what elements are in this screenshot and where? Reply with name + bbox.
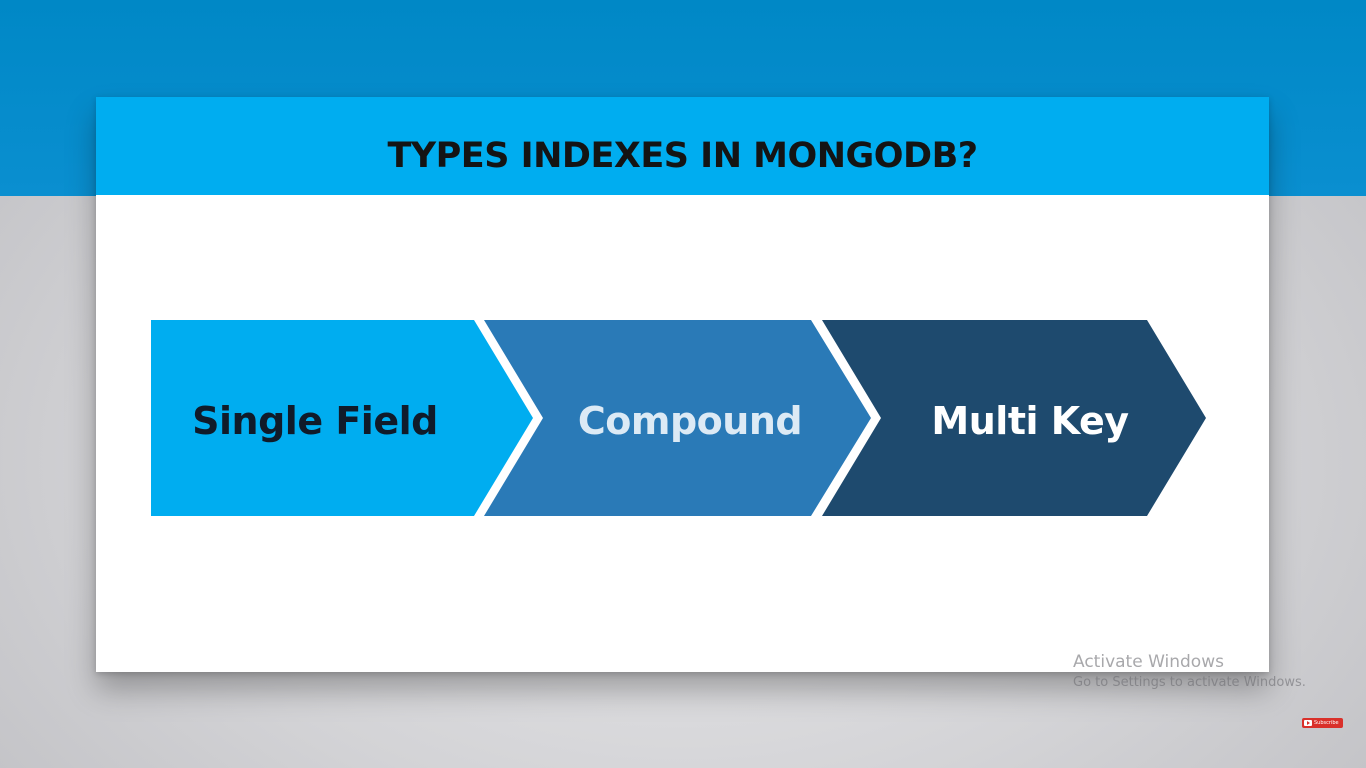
subscribe-button[interactable]: Subscribe: [1302, 718, 1343, 728]
activate-windows-title: Activate Windows: [1073, 652, 1224, 672]
step-label-single-field: Single Field: [192, 399, 438, 443]
activate-windows-subtitle: Go to Settings to activate Windows.: [1073, 675, 1305, 690]
presentation-slide: TYPES INDEXES IN MONGODB?: [96, 97, 1269, 672]
subscribe-label: Subscribe: [1314, 720, 1339, 726]
step-label-multi-key: Multi Key: [931, 399, 1129, 443]
activate-windows-watermark: Activate Windows Go to Settings to activ…: [1073, 651, 1305, 693]
slide-header-bar: [96, 97, 1269, 195]
youtube-play-icon: [1304, 720, 1312, 726]
step-label-compound: Compound: [577, 399, 803, 443]
slide-title: TYPES INDEXES IN MONGODB?: [387, 136, 978, 176]
